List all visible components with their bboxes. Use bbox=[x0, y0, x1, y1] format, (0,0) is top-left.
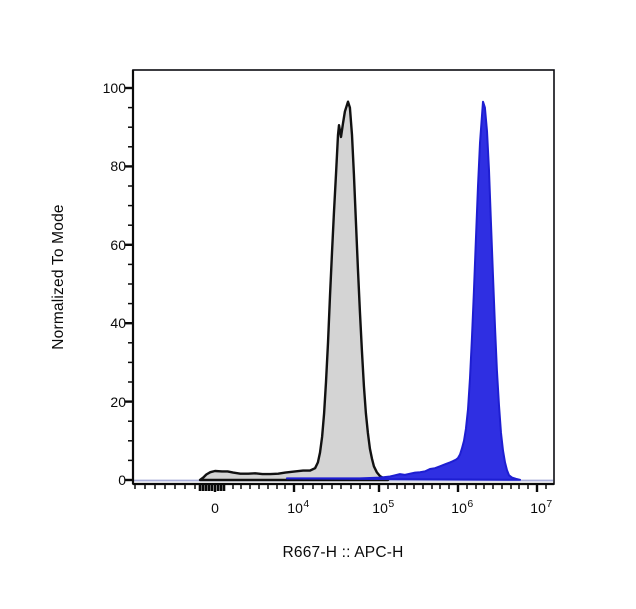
x-tick-label: 107 bbox=[530, 498, 553, 516]
x-tick-label: 104 bbox=[287, 498, 310, 516]
sample-histogram bbox=[285, 100, 521, 481]
x-tick-label: 0 bbox=[211, 500, 219, 516]
y-tick-label: 0 bbox=[118, 472, 126, 488]
x-tick-label: 105 bbox=[372, 498, 395, 516]
x-axis-title: R667-H :: APC-H bbox=[282, 544, 404, 561]
y-axis-title: Normalized To Mode bbox=[50, 204, 67, 350]
y-tick-label: 80 bbox=[110, 158, 126, 175]
control-histogram bbox=[198, 100, 390, 482]
y-tick-label: 20 bbox=[110, 393, 126, 410]
y-tick-label: 40 bbox=[110, 315, 126, 332]
y-tick-label: 60 bbox=[110, 236, 126, 253]
x-tick-label: 106 bbox=[451, 498, 474, 516]
y-tick-label: 100 bbox=[102, 80, 126, 96]
